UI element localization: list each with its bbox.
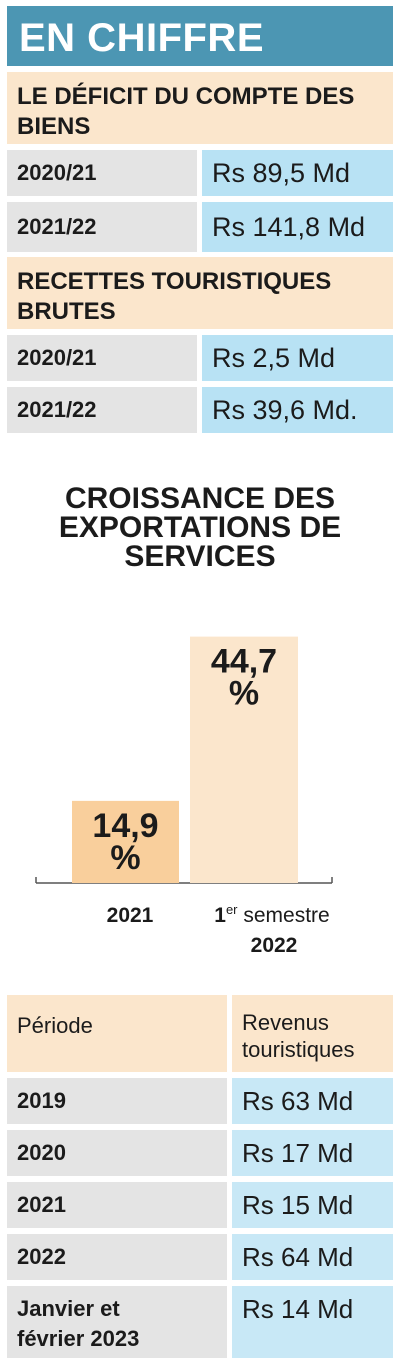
revenue-period-2023: Janvier et février 2023	[7, 1286, 227, 1358]
header-title: EN CHIFFRE	[19, 16, 264, 60]
revenue-header-value-line2: touristiques	[242, 1037, 355, 1062]
deficit-period-1: 2020/21	[7, 150, 197, 196]
bar-1-value-label-line-1: 14,9	[92, 807, 158, 845]
revenue-period-2023-line2: février 2023	[17, 1326, 140, 1351]
deficit-period-2: 2021/22	[7, 202, 197, 252]
category-label-1: 2021	[107, 904, 154, 927]
revenue-value-2022: Rs 64 Md	[232, 1234, 393, 1280]
revenue-period-2022: 2022	[7, 1234, 227, 1280]
revenue-period-2023-line1: Janvier et	[17, 1296, 120, 1321]
revenue-header-value-line1: Revenus	[242, 1010, 329, 1035]
tourism-value-2: Rs 39,6 Md.	[202, 387, 393, 433]
revenue-period-2020: 2020	[7, 1130, 227, 1176]
revenue-period-2021: 2021	[7, 1182, 227, 1228]
revenue-value-2023: Rs 14 Md	[232, 1286, 393, 1358]
deficit-value-2: Rs 141,8 Md	[202, 202, 393, 252]
deficit-value-1: Rs 89,5 Md	[202, 150, 393, 196]
revenue-header-value: Revenus touristiques	[232, 995, 393, 1072]
tourism-period-1: 2020/21	[7, 335, 197, 381]
bar-1	[72, 800, 179, 883]
bar-2-value-label-line-1: 44,7	[211, 643, 277, 681]
revenue-header-period-text: Période	[17, 1013, 93, 1038]
revenue-value-2021: Rs 15 Md	[232, 1182, 393, 1228]
bar-1-value-label-line-2: %	[110, 839, 140, 877]
tourism-period-2: 2021/22	[7, 387, 197, 433]
revenue-value-2019: Rs 63 Md	[232, 1078, 393, 1124]
chart-title: CROISSANCE DES EXPORTATIONS DE SERVICES	[58, 482, 342, 573]
category-label-2-line-1: 1er semestre	[214, 902, 329, 927]
revenue-header-period: Période	[7, 995, 227, 1072]
revenue-period-2019: 2019	[7, 1078, 227, 1124]
bar-2-value-label-line-2: %	[229, 675, 259, 713]
revenue-value-2020: Rs 17 Md	[232, 1130, 393, 1176]
bar-2	[190, 636, 298, 883]
tourism-value-1: Rs 2,5 Md	[202, 335, 393, 381]
category-label-2-line-2: 2022	[251, 934, 298, 957]
deficit-heading: LE DÉFICIT DU COMPTE DES BIENS	[7, 72, 393, 144]
header-banner: EN CHIFFRE	[7, 6, 393, 66]
tourism-heading: RECETTES TOURISTIQUES BRUTES	[7, 257, 393, 329]
